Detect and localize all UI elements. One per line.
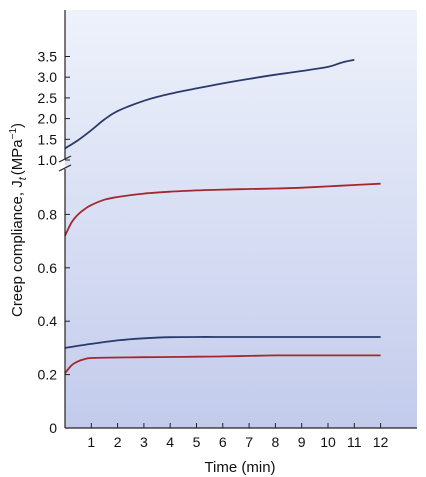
x-tick-label: 11	[347, 434, 362, 450]
x-axis-title: Time (min)	[204, 459, 275, 476]
axis-break-mark-upper	[58, 155, 72, 163]
axis-break-mark-lower	[58, 164, 72, 172]
series-line-1	[64, 58, 355, 150]
y-axis-title-close: )	[9, 123, 26, 128]
x-tick-label: 1	[87, 434, 95, 450]
x-tick-label: 6	[219, 434, 227, 450]
y-tick-label: 2.0	[38, 111, 58, 127]
series-layer	[64, 58, 381, 374]
x-tick-label: 4	[166, 434, 174, 450]
y-tick-label: 1.5	[38, 131, 58, 147]
y-axis-title-exponent: −1	[8, 128, 19, 140]
y-axis-title: Creep compliance, Jt(MPa−1)	[8, 123, 29, 317]
series-line-3	[64, 336, 381, 349]
y-tick-label: 3.5	[38, 49, 58, 65]
y-tick-label: 0.8	[38, 206, 58, 222]
y-tick-label: 0.4	[38, 313, 58, 329]
y-tick-label: 2.5	[38, 90, 58, 106]
series-line-4	[64, 354, 381, 374]
x-tick-label: 12	[373, 434, 389, 450]
y-tick-label: 0.6	[38, 260, 58, 276]
x-tick-label: 7	[245, 434, 253, 450]
x-tick-label: 3	[140, 434, 148, 450]
series-line-2	[64, 182, 381, 237]
axes-layer	[58, 10, 417, 429]
y-tick-label: 1.0	[38, 152, 58, 168]
x-tick-label: 5	[193, 434, 201, 450]
x-tick-label: 8	[272, 434, 280, 450]
x-tick-label: 2	[114, 434, 122, 450]
x-tick-label: 9	[298, 434, 306, 450]
y-tick-label: 3.0	[38, 69, 58, 85]
y-tick-label: 0.2	[38, 367, 58, 383]
ticks-layer: 00.20.40.60.81.01.52.02.53.03.51 2 3 4 5 6 7 8 9…	[38, 49, 389, 451]
y-tick-label: 0	[49, 420, 57, 436]
y-axis-title-main: Creep compliance, J	[9, 180, 26, 317]
x-tick-label: 10	[320, 434, 336, 450]
plot-area	[65, 10, 417, 428]
y-axis-title-unit: (MPa	[9, 139, 26, 175]
y-axis-title-subscript: t	[17, 176, 29, 180]
